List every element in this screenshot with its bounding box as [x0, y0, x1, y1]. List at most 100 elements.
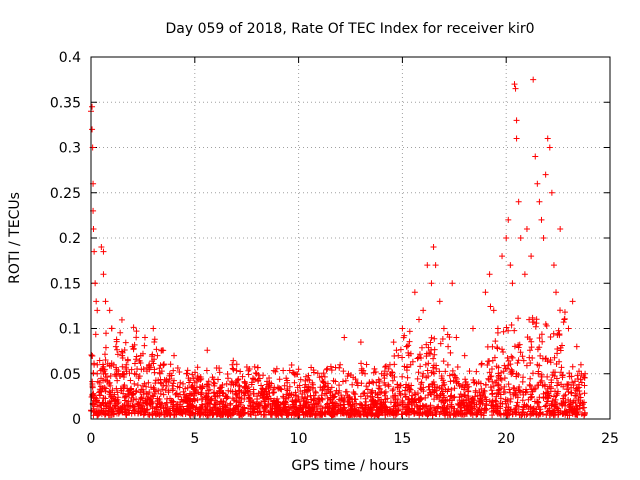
data-point — [495, 364, 502, 371]
data-point — [511, 327, 518, 334]
data-point — [128, 410, 135, 417]
data-point — [508, 371, 515, 378]
data-point — [408, 400, 415, 407]
data-point — [527, 360, 534, 367]
data-point — [449, 367, 456, 374]
data-point — [487, 384, 494, 391]
data-point — [189, 371, 196, 378]
data-point — [521, 271, 528, 278]
data-point — [494, 389, 501, 396]
data-point — [124, 357, 131, 364]
data-point — [122, 339, 129, 346]
data-point — [146, 411, 153, 418]
data-point — [136, 373, 143, 380]
data-point — [524, 403, 531, 410]
data-point — [527, 375, 534, 382]
data-point — [528, 410, 535, 417]
data-point — [151, 366, 158, 373]
data-point — [283, 375, 290, 382]
y-tick-label: 0.25 — [50, 186, 81, 202]
data-point — [204, 347, 211, 354]
data-point — [417, 355, 424, 362]
data-point — [187, 377, 194, 384]
data-point — [197, 374, 204, 380]
data-point — [347, 371, 354, 378]
data-point — [547, 383, 554, 390]
y-tick-label: 0.1 — [59, 322, 81, 338]
data-point — [134, 382, 141, 389]
data-point — [323, 366, 330, 373]
data-point — [236, 399, 243, 406]
data-point — [137, 389, 144, 396]
data-point — [297, 376, 304, 383]
data-point — [507, 389, 514, 396]
data-point — [184, 384, 191, 391]
data-point — [399, 354, 406, 361]
data-point — [515, 315, 522, 322]
data-point — [411, 407, 418, 414]
data-point — [551, 354, 558, 361]
data-point — [154, 397, 161, 404]
data-point — [314, 370, 321, 377]
x-axis-label: GPS time / hours — [291, 458, 408, 474]
data-point — [327, 363, 334, 370]
data-point — [305, 372, 312, 379]
data-point — [417, 385, 424, 392]
data-point — [556, 358, 563, 365]
data-point — [137, 352, 144, 359]
data-point — [431, 370, 438, 377]
data-point — [224, 409, 231, 416]
data-point — [323, 390, 330, 397]
data-point — [576, 381, 583, 388]
data-point — [500, 368, 507, 375]
data-point — [425, 373, 432, 380]
data-point — [114, 346, 121, 353]
data-point — [159, 386, 166, 393]
data-point — [559, 402, 566, 409]
data-point — [302, 377, 309, 384]
data-point — [186, 411, 193, 418]
data-point — [448, 386, 455, 393]
data-point — [555, 327, 562, 334]
data-point — [114, 389, 121, 396]
data-point — [489, 357, 496, 364]
data-point — [424, 262, 431, 269]
data-point — [187, 408, 194, 415]
data-point — [290, 370, 297, 377]
data-point — [336, 387, 343, 394]
data-point — [124, 390, 131, 397]
data-point — [391, 392, 398, 399]
data-point — [505, 327, 512, 334]
data-point — [457, 391, 464, 398]
data-point — [453, 334, 460, 341]
data-point — [394, 381, 401, 388]
data-point — [482, 381, 489, 388]
data-point — [428, 369, 435, 376]
data-point — [254, 396, 261, 403]
data-point — [430, 355, 437, 362]
data-point — [332, 378, 339, 385]
data-point — [164, 395, 171, 402]
data-point — [463, 410, 470, 417]
data-point — [286, 367, 293, 374]
data-point — [316, 397, 323, 404]
data-point — [304, 399, 311, 406]
data-point — [490, 307, 497, 314]
data-point — [574, 385, 581, 392]
data-point — [526, 347, 533, 354]
data-point — [425, 360, 432, 367]
data-point — [442, 368, 449, 375]
data-point — [331, 406, 338, 413]
data-point — [454, 363, 461, 370]
data-point — [102, 370, 109, 377]
data-point — [98, 388, 105, 395]
data-point — [428, 280, 435, 287]
data-point — [515, 357, 522, 364]
data-point — [131, 360, 138, 367]
data-point — [184, 400, 191, 407]
data-point — [241, 409, 248, 416]
data-point — [274, 384, 281, 391]
data-point — [280, 393, 287, 400]
y-tick-label: 0.05 — [50, 367, 81, 383]
data-point — [519, 378, 526, 385]
